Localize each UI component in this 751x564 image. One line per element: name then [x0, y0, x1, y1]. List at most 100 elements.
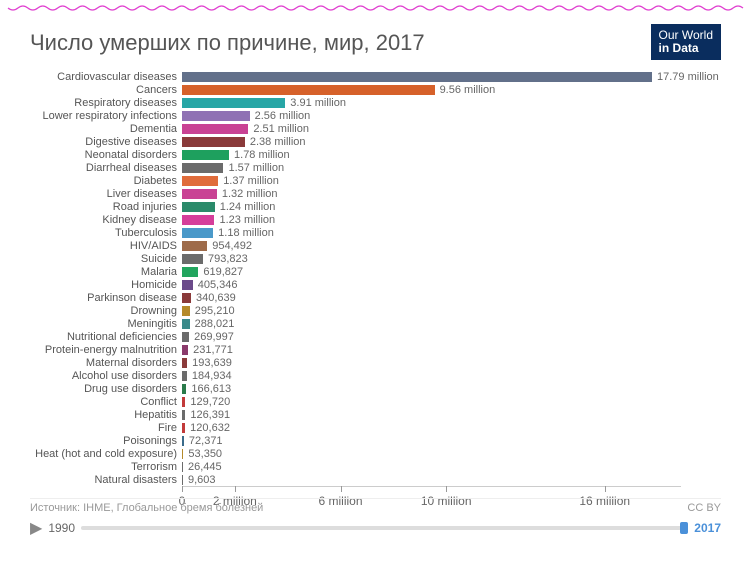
bar-row: Dementia 2.51 million	[30, 122, 721, 135]
bar	[182, 72, 652, 82]
bar	[182, 332, 189, 342]
year-end: 2017	[694, 521, 721, 535]
bar-row: Neonatal disorders 1.78 million	[30, 148, 721, 161]
bar-row: Protein-energy malnutrition 231,771	[30, 343, 721, 356]
bar-row: Homicide 405,346	[30, 278, 721, 291]
row-label: Fire	[30, 422, 182, 434]
bar-row: Natural disasters9,603	[30, 473, 721, 486]
bar-value: 120,632	[190, 422, 230, 434]
bar-value: 17.79 million	[657, 71, 719, 83]
chart-card: Число умерших по причине, мир, 2017 Our …	[20, 20, 731, 544]
bar-value: 231,771	[193, 344, 233, 356]
bar	[182, 319, 190, 329]
row-label: Respiratory diseases	[30, 97, 182, 109]
bar	[182, 358, 187, 368]
bar-value: 1.78 million	[234, 149, 290, 161]
chart-title: Число умерших по причине, мир, 2017	[30, 30, 425, 56]
row-label: Parkinson disease	[30, 292, 182, 304]
row-label: Terrorism	[30, 461, 182, 473]
bar-value: 3.91 million	[290, 97, 346, 109]
bar	[182, 371, 187, 381]
row-label: Lower respiratory infections	[30, 110, 182, 122]
license-text: CC BY	[687, 502, 721, 514]
bar-row: Meningitis288,021	[30, 317, 721, 330]
bar-row: Suicide793,823	[30, 252, 721, 265]
bar-row: Respiratory diseases 3.91 million	[30, 96, 721, 109]
row-label: Diarrheal diseases	[30, 162, 182, 174]
bar	[182, 254, 203, 264]
row-label: Homicide	[30, 279, 182, 291]
source-text: Источник: IHME, Глобальное бремя болезне…	[30, 502, 263, 514]
row-label: Neonatal disorders	[30, 149, 182, 161]
bar	[182, 345, 188, 355]
bar	[182, 137, 245, 147]
bar-row: Poisonings72,371	[30, 434, 721, 447]
row-label: Protein-energy malnutrition	[30, 344, 182, 356]
bar	[182, 475, 183, 485]
bar-value: 1.57 million	[228, 162, 284, 174]
bar	[182, 410, 185, 420]
bar-value: 405,346	[198, 279, 238, 291]
row-label: Natural disasters	[30, 474, 182, 486]
bar-value: 793,823	[208, 253, 248, 265]
bar-value: 295,210	[195, 305, 235, 317]
row-label: Dementia	[30, 123, 182, 135]
bar-row: Terrorism 26,445	[30, 460, 721, 473]
bar-row: Digestive diseases2.38 million	[30, 135, 721, 148]
bar-value: 1.18 million	[218, 227, 274, 239]
bar-value: 126,391	[190, 409, 230, 421]
bar	[182, 267, 198, 277]
bar-value: 26,445	[188, 461, 222, 473]
row-label: Maternal disorders	[30, 357, 182, 369]
bar-row: Kidney disease1.23 million	[30, 213, 721, 226]
bar-value: 340,639	[196, 292, 236, 304]
bar-value: 9.56 million	[440, 84, 496, 96]
row-label: Drug use disorders	[30, 383, 182, 395]
bar-value: 1.24 million	[220, 201, 276, 213]
bar-row: Cancers9.56 million	[30, 83, 721, 96]
bar-row: Drug use disorders 166,613	[30, 382, 721, 395]
bar-value: 184,934	[192, 370, 232, 382]
bar-chart: Cardiovascular diseases 17.79 millionCanc…	[30, 70, 721, 486]
bar	[182, 98, 285, 108]
bar-value: 166,613	[191, 383, 231, 395]
bar-row: Malaria 619,827	[30, 265, 721, 278]
bar-value: 619,827	[203, 266, 243, 278]
bar-row: Diabetes1.37 million	[30, 174, 721, 187]
row-label: Hepatitis	[30, 409, 182, 421]
bar	[182, 163, 223, 173]
bar-value: 2.51 million	[253, 123, 309, 135]
row-label: Kidney disease	[30, 214, 182, 226]
bar	[182, 306, 190, 316]
bar-row: Heat (hot and cold exposure) 53,350	[30, 447, 721, 460]
play-button[interactable]: ▶	[30, 518, 42, 538]
bar	[182, 436, 184, 446]
bar	[182, 423, 185, 433]
bar	[182, 189, 217, 199]
row-label: Malaria	[30, 266, 182, 278]
bar-value: 288,021	[195, 318, 235, 330]
year-slider[interactable]	[81, 526, 688, 530]
row-label: Heat (hot and cold exposure)	[30, 448, 182, 460]
bar	[182, 176, 218, 186]
bar	[182, 293, 191, 303]
bar-value: 2.56 million	[255, 110, 311, 122]
row-label: Road injuries	[30, 201, 182, 213]
bar	[182, 202, 215, 212]
slider-thumb[interactable]	[680, 522, 688, 534]
bar	[182, 462, 183, 472]
bar	[182, 85, 435, 95]
row-label: Cardiovascular diseases	[30, 71, 182, 83]
bar-row: Maternal disorders193,639	[30, 356, 721, 369]
bar-row: Nutritional deficiencies269,997	[30, 330, 721, 343]
bar	[182, 124, 248, 134]
bar-value: 269,997	[194, 331, 234, 343]
bar-value: 53,350	[188, 448, 222, 460]
bar-row: Diarrheal diseases 1.57 million	[30, 161, 721, 174]
bar-row: Conflict129,720	[30, 395, 721, 408]
bar-value: 1.32 million	[222, 188, 278, 200]
row-label: Conflict	[30, 396, 182, 408]
bar	[182, 280, 193, 290]
bar	[182, 228, 213, 238]
row-label: Poisonings	[30, 435, 182, 447]
